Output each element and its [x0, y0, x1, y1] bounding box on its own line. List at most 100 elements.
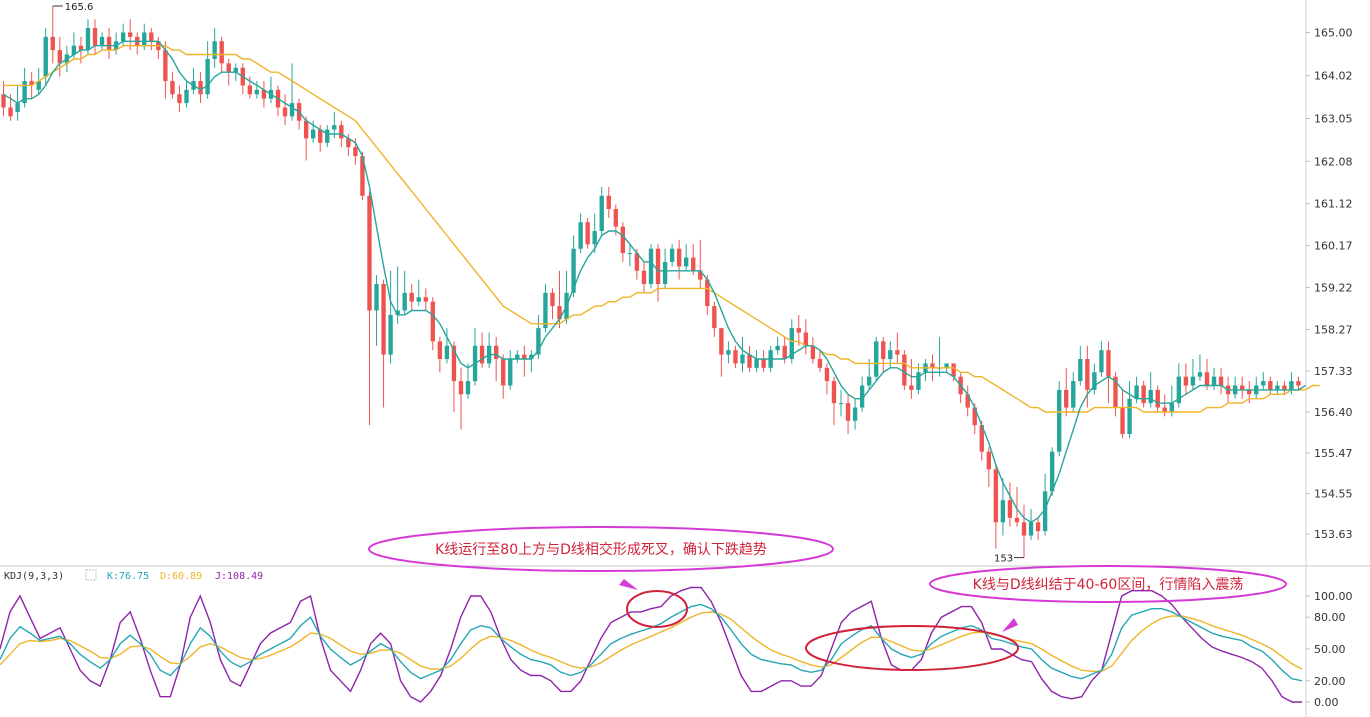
candle	[240, 63, 245, 95]
candle-body	[1085, 359, 1090, 390]
candle	[543, 284, 548, 333]
candle	[128, 19, 133, 51]
candle	[1085, 345, 1090, 408]
candle-body	[423, 297, 428, 302]
candle	[191, 67, 196, 95]
candle-body	[163, 50, 168, 82]
candle-body	[838, 403, 844, 405]
candle-body	[184, 89, 189, 104]
candle-body	[986, 451, 991, 470]
price-tick-label: 165.00	[1314, 26, 1353, 39]
candle-body	[522, 354, 527, 360]
candle	[1014, 486, 1020, 527]
candle-body	[1218, 376, 1224, 386]
candle	[986, 447, 991, 487]
candle	[979, 420, 984, 461]
candle-body	[571, 248, 576, 293]
range-ellipse	[805, 625, 1019, 671]
candle-body	[57, 50, 63, 64]
candle	[881, 336, 886, 373]
candle-body	[78, 45, 84, 51]
candle-body	[740, 354, 745, 364]
candle-body	[1275, 385, 1280, 390]
candle-body	[676, 248, 682, 267]
candle	[923, 359, 928, 382]
candle	[1078, 345, 1083, 386]
candle	[592, 213, 597, 254]
candle	[698, 239, 703, 289]
candle-body	[1261, 381, 1266, 386]
candle	[135, 32, 140, 55]
candle-body	[726, 350, 731, 355]
candle-body	[1190, 376, 1196, 386]
candle-body	[325, 129, 330, 143]
candle	[458, 367, 464, 430]
candle-body	[444, 345, 450, 360]
candle-body	[874, 341, 879, 377]
candle-body	[754, 359, 759, 368]
candle-body	[381, 284, 386, 355]
candle	[1275, 381, 1280, 395]
candle	[1211, 367, 1217, 390]
candle	[564, 270, 569, 324]
candle-body	[409, 292, 414, 302]
price-markers: 165.6 153	[52, 2, 1025, 565]
candle-body	[895, 350, 900, 355]
candle	[1232, 376, 1238, 399]
kdj-axis: 100.00 80.00 50.00 20.00 0.00	[1305, 566, 1353, 717]
candle	[1296, 376, 1301, 390]
legend-settings-icon[interactable]	[85, 569, 97, 581]
candle-body	[733, 350, 738, 364]
candle-body	[655, 248, 661, 284]
price-tick-label: 156.40	[1314, 406, 1353, 419]
candle	[1007, 482, 1013, 527]
ma-fast-line	[3, 40, 1306, 524]
candle-body	[1176, 376, 1182, 404]
candle-body	[22, 81, 27, 104]
candle	[676, 239, 682, 280]
candle-body	[1092, 372, 1097, 390]
candle-body	[367, 195, 372, 311]
candle-body	[613, 208, 618, 227]
candle-body	[888, 350, 893, 360]
price-tick-label: 160.17	[1314, 240, 1353, 253]
candle-body	[965, 394, 970, 408]
candle-body	[620, 226, 626, 254]
candle-body	[247, 85, 253, 95]
candle-body	[810, 345, 816, 360]
candle-body	[1239, 385, 1245, 390]
ma-slow-line	[3, 45, 1320, 413]
candle-body	[106, 36, 112, 51]
annotation-top-ellipse	[368, 526, 834, 572]
candle	[740, 336, 745, 373]
candle	[845, 394, 851, 435]
candle	[838, 389, 844, 417]
candle-body	[529, 354, 534, 360]
kdj-legend-d: D:60.89	[160, 571, 202, 582]
kdj-tick-label: 80.00	[1314, 611, 1346, 624]
candle	[85, 19, 91, 55]
candle	[733, 345, 738, 368]
candle	[198, 72, 203, 104]
candle	[620, 222, 626, 262]
candle-body	[71, 45, 77, 55]
candle-body	[128, 32, 133, 37]
candle	[522, 345, 527, 377]
candle-body	[1120, 407, 1125, 435]
candle	[430, 297, 436, 351]
candle	[501, 354, 506, 399]
candle	[374, 275, 379, 346]
candle-body	[36, 81, 41, 90]
candle	[1268, 376, 1273, 395]
candle-body	[1148, 389, 1153, 404]
candle	[529, 350, 534, 373]
candle	[1099, 341, 1104, 377]
candle-body	[1071, 381, 1076, 408]
candle-body	[719, 328, 724, 355]
candle-body	[648, 248, 654, 284]
candle-body	[233, 67, 238, 73]
candle-body	[599, 195, 604, 232]
candle	[866, 359, 872, 390]
candle-body	[1049, 451, 1055, 492]
